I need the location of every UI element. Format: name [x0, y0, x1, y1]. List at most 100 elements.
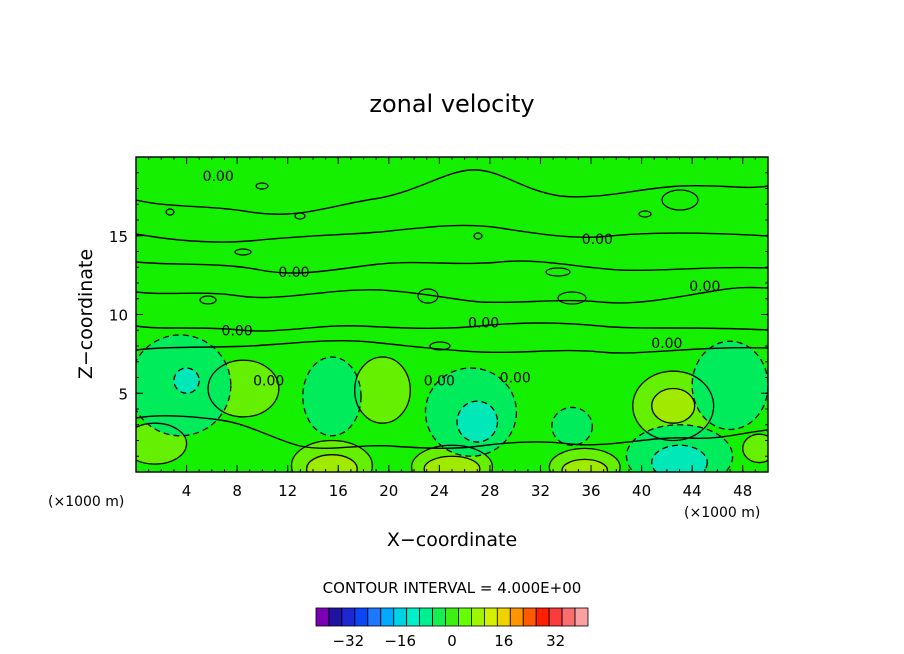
eddy-contour: [255, 182, 269, 190]
zero-contour: [136, 415, 768, 450]
zero-contour: [136, 260, 768, 274]
colorbar-tick-label: 32: [546, 632, 565, 650]
positive-velocity-region: [424, 456, 480, 472]
positive-contour: [354, 356, 411, 424]
colorbar: [315, 607, 589, 627]
velocity-bands: [136, 334, 768, 472]
negative-contour: [651, 444, 708, 472]
negative-velocity-region: [651, 445, 708, 472]
eddy-contour: [473, 232, 483, 240]
zero-contour: [136, 224, 768, 243]
positive-contour: [290, 439, 374, 472]
colorbar-swatch: [458, 607, 472, 627]
contour-lines: [136, 334, 768, 472]
colorbar-swatch: [419, 607, 433, 627]
colorbar-swatch: [406, 607, 421, 627]
colorbar-tick-label: 16: [494, 632, 513, 650]
colorbar-swatch: [522, 607, 537, 627]
colorbar-swatch: [432, 607, 446, 627]
eddy-contour: [294, 212, 306, 220]
positive-velocity-region: [742, 434, 768, 463]
negative-velocity-region: [173, 368, 200, 394]
positive-contour: [561, 458, 609, 472]
colorbar-tick-label: −16: [384, 632, 416, 650]
negative-contour: [136, 334, 232, 437]
x-tick-label: 32: [531, 482, 550, 500]
positive-contour: [136, 422, 188, 465]
eddy-contour: [165, 208, 175, 216]
chart-title: zonal velocity: [369, 90, 534, 118]
colorbar-swatch: [471, 607, 485, 627]
contour-value-label: 0.00: [689, 279, 720, 295]
positive-velocity-region: [561, 459, 608, 472]
x-tick-label: 20: [379, 482, 398, 500]
colorbar-tick-label: 0: [447, 632, 457, 650]
negative-contour: [424, 367, 518, 457]
positive-contour: [207, 359, 280, 418]
eddy-contour: [661, 189, 699, 211]
contour-value-label: 0.00: [651, 336, 682, 352]
contour-value-label: 0.00: [500, 371, 531, 387]
x-axis-ticks: 4 8 12 16 20 24 28 32 36 40 44 48: [182, 157, 752, 500]
positive-contour: [742, 433, 768, 464]
x-tick-label: 48: [733, 482, 752, 500]
contour-value-label: 0.00: [222, 323, 253, 339]
contour-value-label: 0.00: [424, 374, 455, 390]
y-axis-ticks: 5 10 15: [109, 156, 768, 473]
negative-contour: [302, 356, 362, 437]
colorbar-swatch: [535, 607, 550, 627]
positive-contour: [651, 387, 696, 424]
y-tick-label: 15: [109, 228, 128, 246]
eddy-contour: [234, 248, 252, 256]
x-tick-label: 16: [329, 482, 348, 500]
negative-contour: [456, 400, 499, 443]
y-axis-label: Z−coordinate: [75, 249, 97, 379]
positive-contour: [410, 444, 494, 472]
eddy-contour: [638, 210, 652, 218]
x-axis-label: X−coordinate: [387, 529, 517, 551]
negative-velocity-region: [692, 341, 768, 430]
negative-contour: [551, 406, 593, 446]
colorbar-tick-label: −32: [333, 632, 365, 650]
contour-value-label: 0.00: [278, 265, 309, 281]
eddy-contour: [557, 291, 587, 305]
colorbar-swatch: [445, 607, 459, 627]
positive-contour: [305, 454, 358, 472]
contour-interval-label: CONTOUR INTERVAL = 4.000E+00: [323, 579, 582, 597]
contour-value-label: 0.00: [203, 169, 234, 185]
x-tick-label: 36: [581, 482, 600, 500]
x-tick-label: 28: [480, 482, 499, 500]
colorbar-swatch: [393, 607, 408, 627]
colorbar-swatch: [315, 607, 330, 627]
contour-value-label: 0.00: [468, 315, 499, 331]
x-axis-unit-left: (×1000 m): [48, 494, 124, 510]
negative-velocity-region: [302, 357, 361, 436]
eddy-contour: [429, 341, 451, 351]
eddy-contour: [199, 295, 217, 305]
zero-contour: [136, 169, 768, 215]
colorbar-swatch: [561, 607, 576, 627]
eddy-contour: [417, 288, 439, 304]
negative-velocity-region: [551, 407, 593, 446]
positive-velocity-region: [354, 357, 411, 424]
zero-contour: [136, 286, 768, 304]
positive-contour: [632, 370, 715, 442]
contour-value-label: 0.00: [253, 374, 284, 390]
x-tick-label: 44: [683, 482, 702, 500]
colorbar-swatch: [354, 607, 369, 627]
x-tick-label: 40: [632, 482, 651, 500]
negative-contour: [691, 340, 768, 431]
y-tick-label: 10: [109, 307, 128, 325]
negative-velocity-region: [457, 401, 498, 443]
colorbar-swatch: [367, 607, 382, 627]
colorbar-swatch: [548, 607, 563, 627]
colorbar-swatch: [509, 607, 524, 627]
positive-contour: [548, 447, 621, 472]
colorbar-swatch: [328, 607, 343, 627]
x-tick-label: 12: [278, 482, 297, 500]
small-eddies: [165, 182, 699, 351]
zero-contour: [136, 322, 768, 332]
eddy-contour: [545, 267, 571, 277]
y-tick-label: 5: [118, 385, 128, 403]
